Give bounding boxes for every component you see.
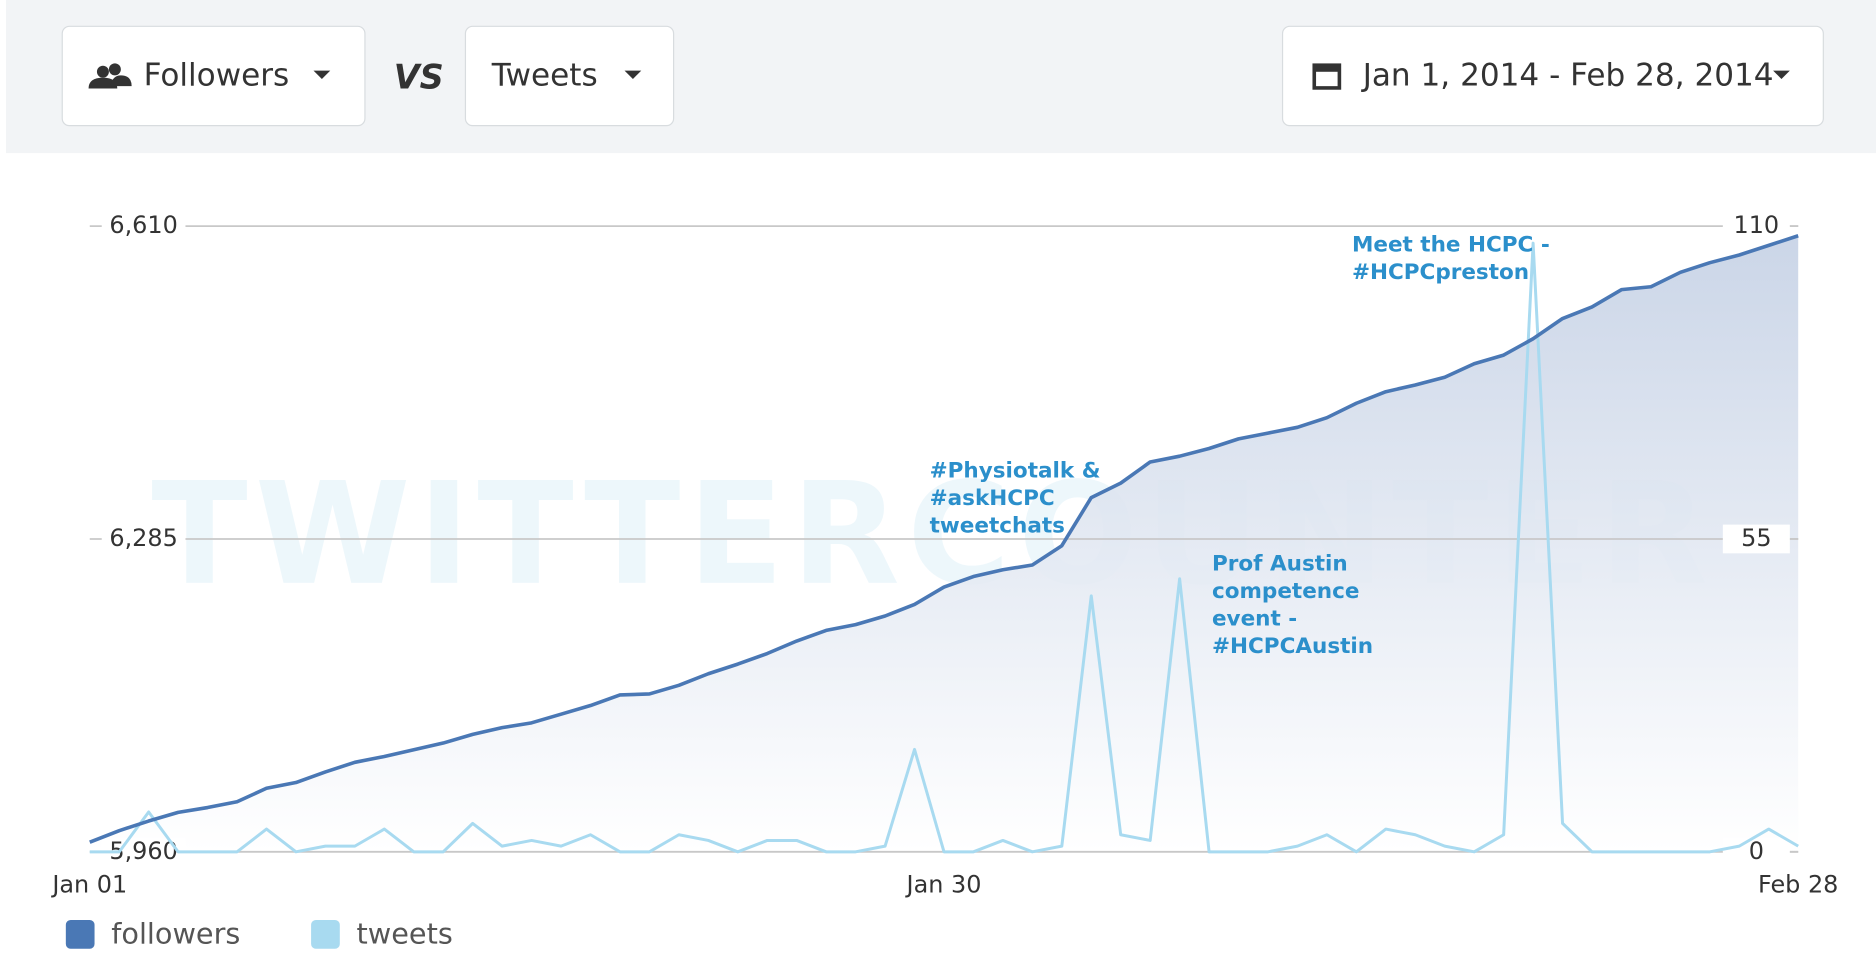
- y-tick-label: 6,285: [109, 524, 177, 552]
- tweets-line: [89, 241, 1799, 854]
- metric-b-label: Tweets: [491, 58, 598, 94]
- annotation: #HCPCpreston: [1352, 260, 1529, 285]
- metric-a-dropdown[interactable]: Followers: [61, 25, 366, 127]
- legend-swatch: [65, 920, 95, 949]
- x-tick-label: Jan 30: [905, 870, 982, 898]
- y-tick-label: 6,610: [109, 211, 177, 239]
- annotation: #askHCPC: [930, 486, 1055, 511]
- y2-tick-label: 110: [1734, 211, 1780, 239]
- annotation: #Physiotalk &: [930, 458, 1101, 483]
- versus-label: VS: [394, 57, 444, 96]
- tick-label-bg: [1722, 211, 1790, 241]
- legend-swatch: [311, 920, 340, 949]
- date-range-dropdown[interactable]: Jan 1, 2014 - Feb 28, 2014: [1281, 25, 1824, 127]
- y2-tick-label: 55: [1741, 524, 1771, 552]
- annotation: Meet the HCPC -: [1352, 232, 1550, 257]
- x-tick-label: Feb 28: [1758, 870, 1838, 898]
- legend-label: followers: [111, 917, 240, 951]
- y2-tick-label: 0: [1749, 837, 1764, 865]
- metric-a-label: Followers: [144, 58, 290, 94]
- followers-line: [89, 234, 1799, 844]
- annotation: Prof Austin: [1212, 552, 1348, 577]
- tick-label-bg: [1722, 837, 1790, 867]
- followers-area: [89, 235, 1799, 852]
- annotation: tweetchats: [930, 513, 1065, 538]
- annotation: competence: [1212, 579, 1360, 604]
- metric-b-dropdown[interactable]: Tweets: [464, 25, 675, 127]
- date-range-label: Jan 1, 2014 - Feb 28, 2014: [1361, 58, 1774, 94]
- annotation: event -: [1212, 607, 1297, 632]
- annotation: #HCPCAustin: [1212, 634, 1373, 659]
- tick-label-bg: [101, 524, 186, 554]
- x-tick-label: Jan 01: [50, 870, 127, 898]
- legend-label: tweets: [357, 917, 453, 951]
- tick-label-bg: [101, 211, 186, 241]
- tick-label-bg: [1722, 524, 1790, 554]
